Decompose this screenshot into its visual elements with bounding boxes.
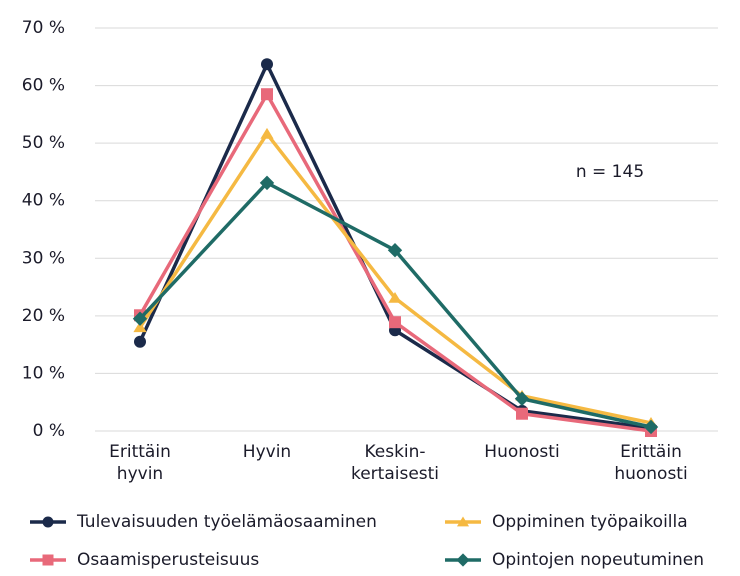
- y-tick-label: 20 %: [22, 306, 65, 326]
- point: [134, 335, 146, 348]
- x-tick-label: Huonosti: [484, 442, 559, 462]
- point: [514, 391, 530, 406]
- point: [132, 311, 148, 326]
- legend-label: Osaamisperusteisuus: [77, 550, 259, 570]
- point: [261, 88, 273, 101]
- point: [42, 516, 54, 528]
- annotation: n = 145: [576, 162, 644, 182]
- x-tick-label-line: kertaisesti: [351, 464, 439, 484]
- legend-label: Oppiminen työpaikoilla: [492, 512, 688, 532]
- x-tick-label-line: Erittäin: [109, 442, 171, 462]
- point: [516, 407, 528, 420]
- x-tick-label: Erittäin huonosti: [614, 442, 687, 484]
- series-line: [138, 92, 652, 433]
- x-tick-label: Hyvin: [243, 442, 291, 462]
- x-tick-label: Keskin-kertaisesti: [351, 442, 439, 484]
- series-line: [138, 181, 652, 429]
- legend-label: Tulevaisuuden työelämäosaaminen: [76, 512, 377, 532]
- point: [259, 175, 275, 191]
- y-tick-label: 10 %: [22, 363, 65, 383]
- x-tick-label-line: Erittäin: [620, 442, 682, 462]
- point: [389, 316, 401, 329]
- x-tick-label: Erittäin hyvin: [109, 442, 171, 484]
- x-tick-label-line: Keskin-: [364, 442, 425, 462]
- point: [643, 419, 659, 435]
- point: [456, 553, 470, 567]
- point: [387, 243, 403, 258]
- y-tick-label: 40 %: [22, 191, 65, 211]
- x-tick-label-line: huonosti: [614, 464, 687, 484]
- y-tick-label: 30 %: [22, 248, 65, 268]
- point: [456, 516, 470, 527]
- point: [42, 554, 54, 566]
- y-tick-label: 70 %: [22, 18, 65, 38]
- y-tick-label: 60 %: [22, 76, 65, 96]
- point: [261, 58, 273, 71]
- legend-label: Opintojen nopeutuminen: [492, 550, 704, 570]
- x-tick-label-line: Huonosti: [484, 442, 559, 462]
- y-tick-label: 0 %: [33, 421, 65, 441]
- y-tick-label: 50 %: [22, 133, 65, 153]
- point: [260, 127, 274, 139]
- x-tick-label-line: hyvin: [117, 464, 163, 484]
- point: [133, 321, 147, 333]
- x-tick-label-line: Hyvin: [243, 442, 291, 462]
- point: [388, 292, 402, 303]
